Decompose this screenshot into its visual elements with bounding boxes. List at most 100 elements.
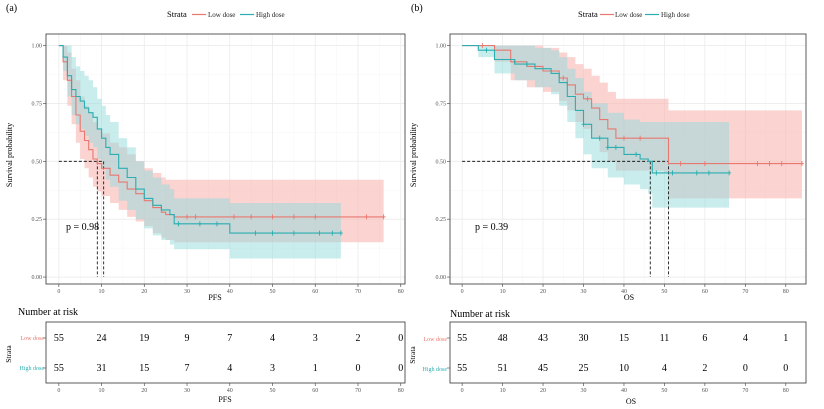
y-tick-label: 0.50 — [32, 159, 43, 165]
risk-x-tick-label: 80 — [783, 388, 789, 394]
risk-count-high: 15 — [139, 363, 149, 374]
legend-title: Strata — [167, 9, 187, 19]
risk-table-a: 5555024311019152097307440435031602070008… — [43, 321, 406, 394]
y-tick-label: 1.00 — [32, 44, 43, 50]
km-line-low — [58, 45, 384, 218]
x-axis-label-a: PFS — [208, 293, 221, 302]
risk-count-low: 24 — [97, 333, 107, 344]
risk-count-high: 0 — [743, 363, 748, 374]
risk-count-low: 15 — [619, 333, 629, 344]
risk-x-label-b: OS — [626, 397, 636, 406]
risk-count-low: 48 — [498, 333, 508, 344]
x-tick-label: 50 — [270, 289, 276, 295]
p-value-a: p = 0.98 — [66, 222, 99, 233]
km-line-low — [462, 45, 802, 165]
risk-count-high: 51 — [498, 363, 508, 374]
risk-x-tick-label: 80 — [398, 388, 404, 394]
risk-count-low: 4 — [743, 333, 748, 344]
panel-label-a: (a) — [6, 3, 17, 14]
y-tick-label: 0.00 — [436, 275, 447, 281]
risk-count-low: 55 — [457, 333, 467, 344]
x-tick-label: 70 — [355, 289, 361, 295]
risk-count-low: 3 — [313, 333, 318, 344]
risk-count-low: 7 — [227, 333, 232, 344]
risk-table-frame — [45, 321, 406, 384]
risk-table-frame — [449, 321, 807, 384]
risk-x-tick-label: 30 — [184, 388, 190, 394]
x-tick-label: 30 — [581, 289, 587, 295]
legend-high-label: High dose — [661, 11, 690, 19]
x-tick-label: 0 — [461, 289, 464, 295]
risk-x-tick-label: 20 — [141, 388, 147, 394]
risk-count-high: 55 — [54, 363, 64, 374]
risk-count-high: 7 — [185, 363, 190, 374]
y-tick-label: 0.75 — [436, 101, 447, 107]
x-tick-label: 70 — [742, 289, 748, 295]
panel-b: (b) Strata Low dose High dose 0 10 20 30 40 5… — [408, 3, 807, 406]
risk-table-b: 5555048511043452030253015104011450626040… — [447, 321, 807, 394]
p-value-b: p = 0.39 — [475, 222, 508, 233]
risk-count-low: 2 — [355, 333, 360, 344]
y-tick-label: 0.00 — [32, 275, 43, 281]
x-tick-label: 20 — [141, 289, 147, 295]
x-tick-label: 80 — [398, 289, 404, 295]
risk-count-high: 1 — [313, 363, 318, 374]
x-tick-label: 30 — [184, 289, 190, 295]
x-tick-label: 80 — [783, 289, 789, 295]
risk-x-tick-label: 70 — [742, 388, 748, 394]
legend-title: Strata — [578, 9, 598, 19]
risk-count-low: 9 — [185, 333, 190, 344]
x-tick-label: 50 — [661, 289, 667, 295]
risk-x-tick-label: 10 — [500, 388, 506, 394]
risk-title-b: Number at risk — [450, 309, 510, 320]
risk-count-high: 45 — [538, 363, 548, 374]
risk-count-low: 1 — [783, 333, 788, 344]
x-axis-label-b: OS — [624, 293, 634, 302]
risk-x-tick-label: 40 — [227, 388, 233, 394]
km-plot-a: 0 10 20 30 40 50 60 70 80 0.00 0.25 0.50 0.75 1.00 — [32, 33, 406, 295]
km-plot-b: 0 10 20 30 40 50 60 70 80 0.00 0.25 0.50 0.75 1.00 — [436, 33, 807, 295]
plot-frame — [45, 33, 406, 285]
y-axis-label-a: Survival probability — [5, 123, 14, 187]
risk-count-low: 55 — [54, 333, 64, 344]
risk-strata-label-a: Strata — [4, 345, 13, 363]
y-tick-label: 1.00 — [436, 44, 447, 50]
risk-count-high: 10 — [619, 363, 629, 374]
risk-x-tick-label: 10 — [99, 388, 105, 394]
risk-x-tick-label: 50 — [270, 388, 276, 394]
risk-count-low: 30 — [579, 333, 589, 344]
x-tick-label: 10 — [500, 289, 506, 295]
x-tick-label: 40 — [621, 289, 627, 295]
risk-x-label-a: PFS — [218, 395, 231, 404]
risk-x-tick-label: 70 — [355, 388, 361, 394]
risk-x-tick-label: 50 — [661, 388, 667, 394]
legend-low-label: Low dose — [208, 11, 235, 19]
risk-count-high: 0 — [355, 363, 360, 374]
risk-count-low: 0 — [398, 333, 403, 344]
risk-count-high: 4 — [227, 363, 232, 374]
risk-count-high: 31 — [97, 363, 107, 374]
legend-a: Strata Low dose High dose — [167, 9, 285, 19]
risk-x-tick-label: 0 — [461, 388, 464, 394]
ci-band-high — [462, 45, 730, 208]
panel-label-b: (b) — [411, 3, 423, 14]
risk-count-high: 2 — [702, 363, 707, 374]
y-tick-label: 0.25 — [32, 217, 43, 223]
risk-high-label-a: High dose — [20, 366, 45, 372]
risk-x-tick-label: 60 — [702, 388, 708, 394]
risk-x-tick-label: 30 — [581, 388, 587, 394]
risk-count-low: 19 — [139, 333, 149, 344]
risk-count-high: 0 — [783, 363, 788, 374]
legend-low-label: Low dose — [615, 11, 642, 19]
x-tick-label: 60 — [312, 289, 318, 295]
risk-count-high: 0 — [398, 363, 403, 374]
x-tick-label: 60 — [702, 289, 708, 295]
legend-high-label: High dose — [256, 11, 285, 19]
risk-low-label-a: Low dose — [21, 336, 45, 342]
risk-count-low: 43 — [538, 333, 548, 344]
risk-count-high: 3 — [270, 363, 275, 374]
km-line-high — [58, 45, 341, 234]
legend-b: Strata Low dose High dose — [578, 9, 690, 19]
risk-count-low: 4 — [270, 333, 275, 344]
